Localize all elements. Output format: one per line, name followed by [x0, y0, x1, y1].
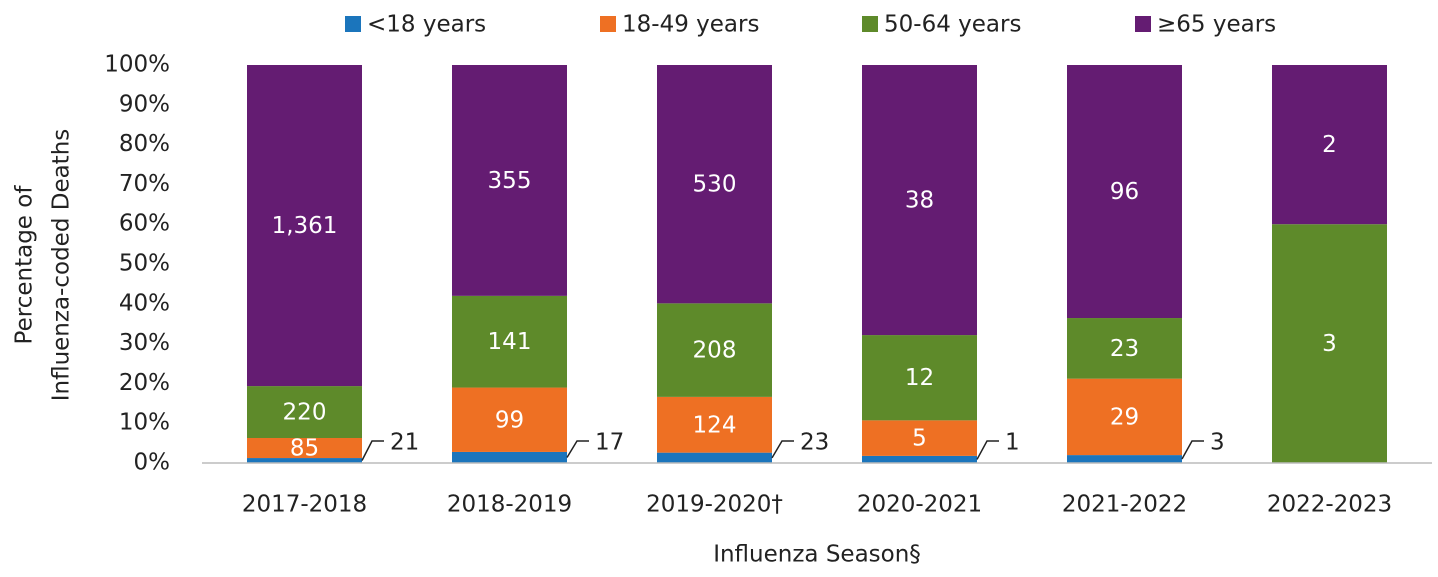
data-label: 220 — [283, 400, 327, 426]
bar-segment — [452, 65, 567, 296]
legend-swatch — [345, 16, 361, 32]
legend-label: <18 years — [367, 12, 486, 38]
data-label: 3 — [1210, 430, 1225, 456]
leader-line — [566, 440, 589, 458]
y-axis-title: Percentage of — [12, 185, 38, 345]
data-label: 355 — [488, 168, 532, 194]
x-tick-label: 2019-2020† — [646, 492, 783, 518]
bar-segment — [1067, 65, 1182, 319]
bar-segment — [657, 396, 772, 453]
legend-label: 50-64 years — [884, 12, 1021, 38]
legend-swatch — [862, 16, 878, 32]
y-tick-label: 100% — [104, 52, 170, 78]
bar-segment — [1067, 318, 1182, 379]
x-tick-label: 2020-2021 — [857, 492, 982, 518]
data-label: 99 — [495, 407, 524, 433]
bar-segment — [657, 303, 772, 397]
data-label: 23 — [1110, 336, 1139, 362]
data-label: 17 — [595, 430, 624, 456]
y-tick-label: 90% — [119, 91, 170, 117]
data-label: 96 — [1110, 179, 1139, 205]
data-label: 2 — [1322, 132, 1337, 158]
data-label: 3 — [1322, 331, 1337, 357]
data-label: 23 — [800, 430, 829, 456]
leader-line — [361, 440, 384, 461]
x-tick-label: 2021-2022 — [1062, 492, 1187, 518]
y-tick-label: 0% — [134, 450, 171, 476]
data-label: 141 — [488, 329, 532, 355]
data-label: 5 — [912, 426, 927, 452]
data-label: 85 — [290, 436, 319, 462]
data-label: 38 — [905, 188, 934, 214]
bar-segment — [1272, 224, 1387, 463]
bar-segment — [247, 437, 362, 459]
bar-segment — [657, 65, 772, 304]
data-label: 530 — [693, 172, 737, 198]
y-tick-label: 70% — [119, 171, 170, 197]
bar-segment — [1272, 65, 1387, 225]
legend-label: 18-49 years — [622, 12, 759, 38]
data-label: 124 — [693, 412, 737, 438]
bar-segment — [862, 420, 977, 456]
data-label: 1 — [1005, 430, 1020, 456]
bar-segment — [1067, 455, 1182, 463]
y-tick-label: 10% — [119, 410, 170, 436]
legend-swatch — [1135, 16, 1151, 32]
data-label: 29 — [1110, 404, 1139, 430]
bar-segment — [862, 455, 977, 463]
data-label: 12 — [905, 365, 934, 391]
data-label: 21 — [390, 430, 419, 456]
x-tick-label: 2017-2018 — [242, 492, 367, 518]
y-tick-label: 60% — [119, 211, 170, 237]
leader-line — [771, 440, 794, 459]
bar-segment — [247, 458, 362, 463]
y-tick-label: 80% — [119, 131, 170, 157]
x-tick-label: 2022-2023 — [1267, 492, 1392, 518]
bar-segment — [247, 386, 362, 438]
bar-segment — [452, 295, 567, 388]
y-tick-label: 20% — [119, 370, 170, 396]
leader-line — [1181, 440, 1204, 460]
legend-label: ≥65 years — [1157, 12, 1276, 38]
y-tick-label: 30% — [119, 330, 170, 356]
bar-segment — [247, 65, 362, 387]
bar-segment — [862, 65, 977, 336]
bar-segment — [862, 335, 977, 421]
y-tick-label: 40% — [119, 290, 170, 316]
data-label: 1,361 — [272, 213, 338, 239]
y-axis-title: Influenza-coded Deaths — [49, 129, 75, 402]
bar-segment — [452, 451, 567, 463]
legend-swatch — [600, 16, 616, 32]
bar-segment — [1067, 378, 1182, 456]
x-tick-label: 2018-2019 — [447, 492, 572, 518]
leader-line — [976, 440, 999, 460]
data-label: 208 — [693, 338, 737, 364]
y-tick-label: 50% — [119, 251, 170, 277]
bar-segment — [452, 387, 567, 452]
bar-segment — [657, 452, 772, 463]
x-axis-title: Influenza Season§ — [713, 542, 921, 568]
